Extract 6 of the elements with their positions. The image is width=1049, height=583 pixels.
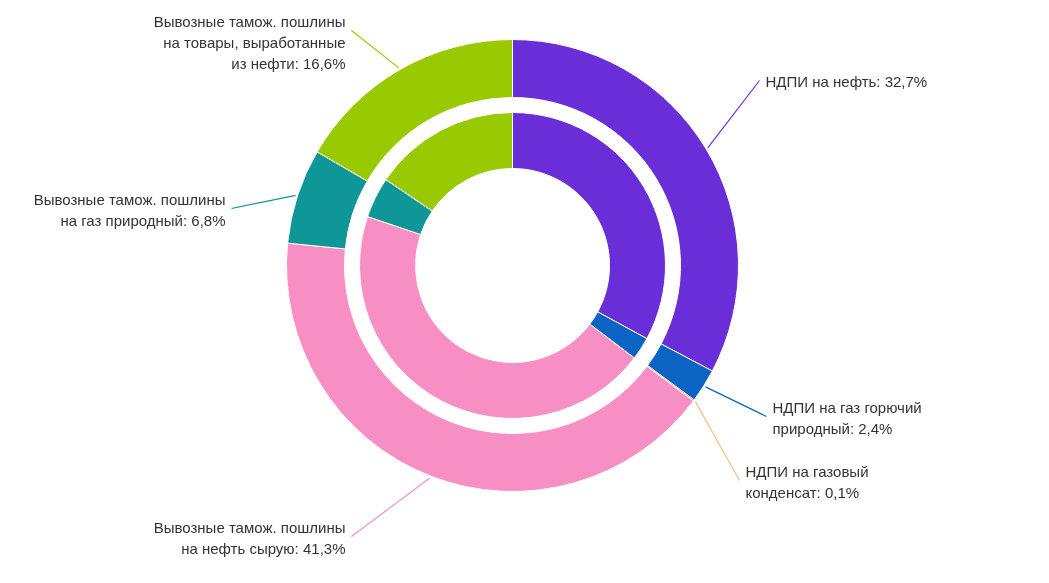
slice-label: Вывозные тамож. пошлины на нефть сырую: 41,3% xyxy=(153,518,346,557)
slice-label: Вывозные тамож. пошлины на товары, выработанные из нефти: 16,6% xyxy=(153,12,346,72)
slice-label: НДПИ на газовый конденсат: 0,1% xyxy=(745,462,869,501)
slice-label: НДПИ на нефть: 32,7% xyxy=(765,72,928,90)
slice-label: НДПИ на газ горючий природный: 2,4% xyxy=(772,398,922,437)
slice-label: Вывозные тамож. пошлины на газ природный: 6,8% xyxy=(33,190,226,229)
